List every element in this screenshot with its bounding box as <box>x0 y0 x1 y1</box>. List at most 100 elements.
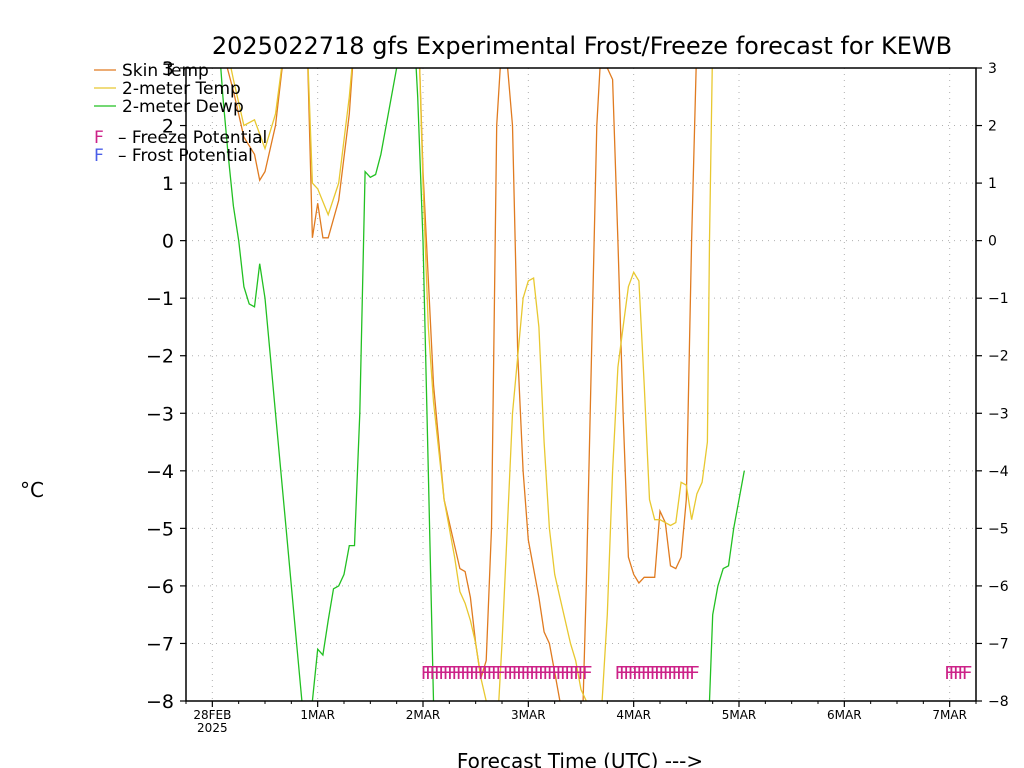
freeze-marker: F <box>637 663 647 684</box>
freeze-marker: F <box>676 663 686 684</box>
y-tick-label-right: −3 <box>988 406 1009 422</box>
freeze-marker: F <box>685 663 695 684</box>
freeze-marker: F <box>529 663 539 684</box>
series-line <box>601 68 713 701</box>
freeze-marker: F <box>421 663 431 684</box>
freeze-marker: F <box>434 663 444 684</box>
y-tick-label-right: 3 <box>988 61 997 77</box>
freeze-marker: F <box>443 663 453 684</box>
freeze-marker: F <box>425 663 435 684</box>
chart-title: 2025022718 gfs Experimental Frost/Freeze… <box>212 32 952 60</box>
freeze-marker: F <box>452 663 462 684</box>
freeze-marker: F <box>447 663 457 684</box>
freeze-marker: F <box>507 663 517 684</box>
y-tick-label: 1 <box>162 173 174 195</box>
y-tick-label-right: 1 <box>988 176 997 192</box>
y-tick-label: 0 <box>162 231 174 253</box>
legend-glyph: F <box>94 128 104 148</box>
legend-label: – Frost Potential <box>118 146 253 166</box>
legend-label: 2-meter Dewp <box>122 97 244 117</box>
freeze-marker: F <box>482 663 492 684</box>
y-tick-label: 3 <box>162 58 174 80</box>
x-tick-label: 4MAR <box>616 708 651 722</box>
legend-label: – Freeze Potential <box>118 128 267 148</box>
freeze-marker: F <box>659 663 669 684</box>
x-tick-label: 3MAR <box>511 708 546 722</box>
axes: −8 −8 −7 −7 −6 −6 −5 −5 −4 −4 −3 −3 −2 −2 −1 −1 0 0 1 1 2 2 3 3… <box>146 58 1009 735</box>
y-tick-label: −1 <box>146 288 174 310</box>
freeze-marker: F <box>681 663 691 684</box>
y-axis-label: °C <box>20 478 44 502</box>
freeze-marker: F <box>491 663 501 684</box>
x-tick-label: 6MAR <box>827 708 862 722</box>
freeze-marker: F <box>953 663 963 684</box>
freeze-marker: F <box>560 663 570 684</box>
freeze-marker: F <box>521 663 531 684</box>
series-line <box>498 276 587 701</box>
freeze-marker: F <box>641 663 651 684</box>
x-tick-label: 7MAR <box>932 708 967 722</box>
freeze-marker: F <box>496 663 506 684</box>
freeze-marker: F <box>565 663 575 684</box>
series-line <box>506 68 561 701</box>
freeze-marker: F <box>628 663 638 684</box>
freeze-marker: F <box>543 663 553 684</box>
freeze-marker: F <box>430 663 440 684</box>
freeze-marker: F <box>944 663 954 684</box>
freeze-marker: F <box>667 663 677 684</box>
y-tick-label-right: −4 <box>988 464 1009 480</box>
series-line <box>220 68 303 701</box>
x-tick-sublabel: 2025 <box>197 721 228 735</box>
freeze-marker: F <box>460 663 470 684</box>
x-tick-label: 28FEB <box>193 708 231 722</box>
y-tick-label: −5 <box>146 518 174 540</box>
freeze-marker: F <box>672 663 682 684</box>
x-tick-label: 2MAR <box>406 708 441 722</box>
y-tick-label-right: −5 <box>988 521 1009 537</box>
freeze-marker: F <box>516 663 526 684</box>
freeze-marker: F <box>438 663 448 684</box>
freeze-marker: F <box>469 663 479 684</box>
freeze-marker: F <box>958 663 968 684</box>
freeze-marker: F <box>962 663 972 684</box>
series-line <box>418 68 487 701</box>
freeze-marker: F <box>582 663 592 684</box>
y-tick-label-right: −8 <box>988 694 1009 710</box>
freeze-marker: F <box>573 663 583 684</box>
freeze-marker: F <box>538 663 548 684</box>
series-line <box>415 68 435 701</box>
y-tick-label: 2 <box>162 116 174 138</box>
legend-label: Skin Temp <box>122 61 209 81</box>
freeze-marker: F <box>632 663 642 684</box>
y-tick-label: −2 <box>146 346 174 368</box>
y-tick-label-right: −2 <box>988 349 1009 365</box>
series-layer <box>220 68 745 701</box>
y-tick-label: −7 <box>146 633 174 655</box>
y-tick-label: −4 <box>146 461 174 483</box>
x-tick-label: 5MAR <box>722 708 757 722</box>
freeze-marker: F <box>650 663 660 684</box>
freeze-marker: F <box>949 663 959 684</box>
freeze-marker: F <box>654 663 664 684</box>
freeze-marker: F <box>645 663 655 684</box>
freeze-marker: F <box>619 663 629 684</box>
y-tick-label: −8 <box>146 691 174 713</box>
legend-glyph: F <box>94 146 104 166</box>
freeze-marker: F <box>503 663 513 684</box>
plot-frame <box>185 67 977 702</box>
freeze-marker: F <box>578 663 588 684</box>
freeze-marker: F <box>569 663 579 684</box>
series-line <box>708 470 745 701</box>
freeze-marker: F <box>512 663 522 684</box>
series-line <box>307 68 353 217</box>
series-line <box>307 68 354 239</box>
series-line <box>582 68 697 701</box>
freeze-marker: F <box>525 663 535 684</box>
y-tick-label-right: 2 <box>988 119 997 135</box>
freeze-marker: F <box>547 663 557 684</box>
freeze-marker: F <box>615 663 625 684</box>
y-tick-label: −6 <box>146 576 174 598</box>
